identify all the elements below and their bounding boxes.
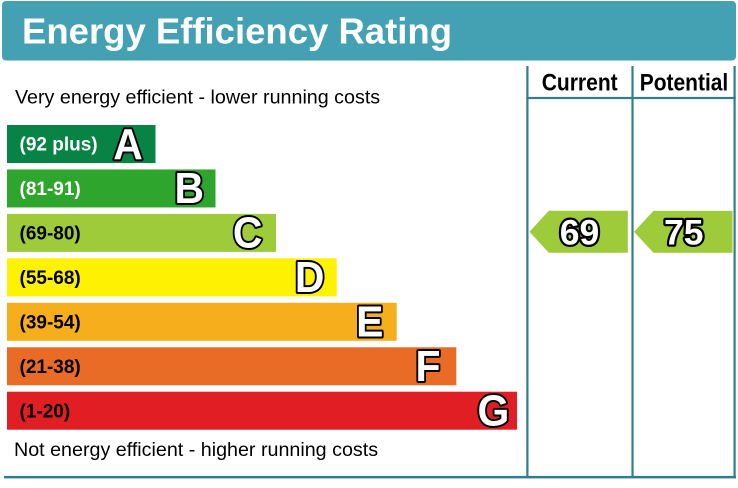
svg-text:E: E (356, 298, 383, 347)
svg-text:G: G (477, 387, 509, 436)
svg-text:(92 plus): (92 plus) (20, 135, 98, 156)
svg-text:Not energy efficient - higher: Not energy efficient - higher running co… (14, 439, 378, 461)
svg-text:(81-91): (81-91) (20, 179, 81, 200)
svg-text:C: C (233, 209, 263, 258)
svg-text:(1-20): (1-20) (20, 401, 71, 422)
svg-text:(39-54): (39-54) (20, 312, 81, 333)
svg-text:F: F (415, 343, 440, 392)
svg-text:B: B (175, 165, 205, 214)
svg-text:Potential: Potential (640, 70, 729, 97)
svg-text:Very energy efficient - lower: Very energy efficient - lower running co… (15, 86, 380, 108)
svg-text:(69-80): (69-80) (20, 224, 81, 245)
svg-text:Current: Current (542, 70, 618, 97)
svg-text:A: A (113, 120, 143, 169)
svg-text:69: 69 (560, 213, 600, 253)
svg-text:(55-68): (55-68) (20, 268, 81, 289)
svg-text:D: D (295, 254, 325, 303)
svg-text:(21-38): (21-38) (20, 357, 81, 378)
svg-text:75: 75 (664, 213, 704, 253)
svg-text:Energy Efficiency Rating: Energy Efficiency Rating (22, 11, 452, 52)
